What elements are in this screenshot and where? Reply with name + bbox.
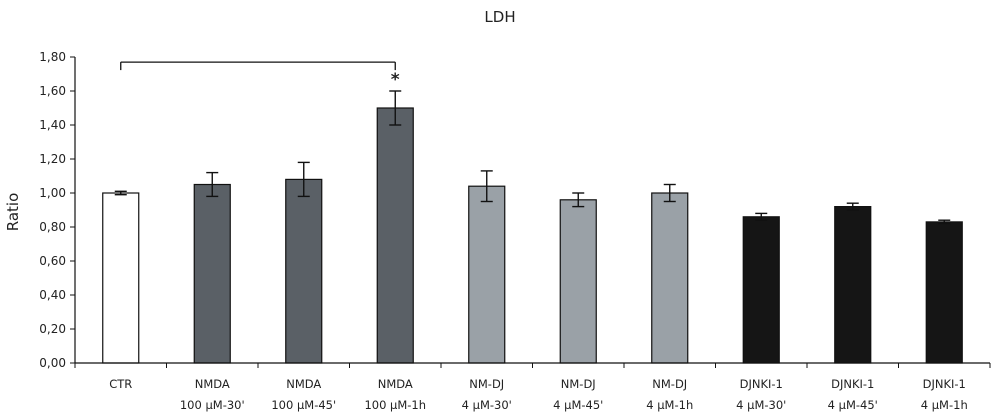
x-tick-sublabel-5: 4 µM-45' <box>553 398 603 412</box>
significance-marker: * <box>391 70 400 90</box>
x-tick-label-7: DJNKI-1 <box>740 377 783 391</box>
x-tick-label-0: CTR <box>109 377 132 391</box>
bar-0 <box>102 192 140 364</box>
x-tick-sublabel-6: 4 µM-1h <box>646 398 693 412</box>
x-tick-label-9: DJNKI-1 <box>923 377 966 391</box>
x-tick-label-1: NMDA <box>195 377 230 391</box>
y-tick-label-8: 1,60 <box>39 84 66 98</box>
bar-5 <box>559 199 597 364</box>
y-tick-label-7: 1,40 <box>39 118 66 132</box>
x-tick-label-3: NMDA <box>378 377 413 391</box>
y-tick-label-9: 1,80 <box>39 50 66 64</box>
x-tick-sublabel-9: 4 µM-1h <box>921 398 968 412</box>
x-tick-label-8: DJNKI-1 <box>831 377 874 391</box>
x-tick-sublabel-1: 100 µM-30' <box>180 398 245 412</box>
x-tick-sublabel-2: 100 µM-45' <box>271 398 336 412</box>
x-tick-label-5: NM-DJ <box>561 377 596 391</box>
y-tick-label-4: 0,80 <box>39 220 66 234</box>
significance-layer: * <box>120 61 400 90</box>
bars-layer <box>102 107 963 364</box>
error-bars-layer <box>114 90 951 225</box>
y-axis-label: Ratio <box>4 193 22 232</box>
bar-4 <box>468 185 506 364</box>
y-tick-label-3: 0,60 <box>39 254 66 268</box>
bar-9 <box>925 221 963 364</box>
y-tick-label-1: 0,20 <box>39 322 66 336</box>
y-tick-label-6: 1,20 <box>39 152 66 166</box>
x-tick-label-4: NM-DJ <box>469 377 504 391</box>
x-tick-sublabel-3: 100 µM-1h <box>364 398 426 412</box>
x-tick-label-6: NM-DJ <box>652 377 687 391</box>
bar-3 <box>376 107 414 364</box>
bar-7 <box>742 216 780 364</box>
labels-layer: 0,00 0,20 0,40 0,60 0,80 1,00 1,20 1,40 1,60 1,80… <box>39 50 967 412</box>
x-tick-sublabel-7: 4 µM-30' <box>736 398 786 412</box>
bar-1 <box>193 183 231 364</box>
x-tick-sublabel-8: 4 µM-45' <box>828 398 878 412</box>
chart-title: LDH <box>484 8 515 26</box>
bar-6 <box>651 192 689 364</box>
axes-layer <box>70 56 991 368</box>
y-tick-label-0: 0,00 <box>39 356 66 370</box>
x-tick-label-2: NMDA <box>286 377 321 391</box>
bar-8 <box>834 206 872 364</box>
y-tick-label-2: 0,40 <box>39 288 66 302</box>
x-tick-sublabel-4: 4 µM-30' <box>462 398 512 412</box>
y-tick-label-5: 1,00 <box>39 186 66 200</box>
bar-2 <box>285 178 323 364</box>
